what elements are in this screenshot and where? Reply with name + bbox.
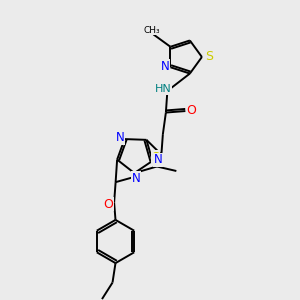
Text: S: S [205,50,213,64]
Text: N: N [131,172,140,185]
Text: O: O [103,197,113,211]
Text: N: N [116,131,124,144]
Text: N: N [154,154,162,166]
Text: HN: HN [154,84,171,94]
Text: O: O [186,103,196,117]
Text: N: N [160,60,169,73]
Text: S: S [152,151,159,164]
Text: CH₃: CH₃ [144,26,160,35]
